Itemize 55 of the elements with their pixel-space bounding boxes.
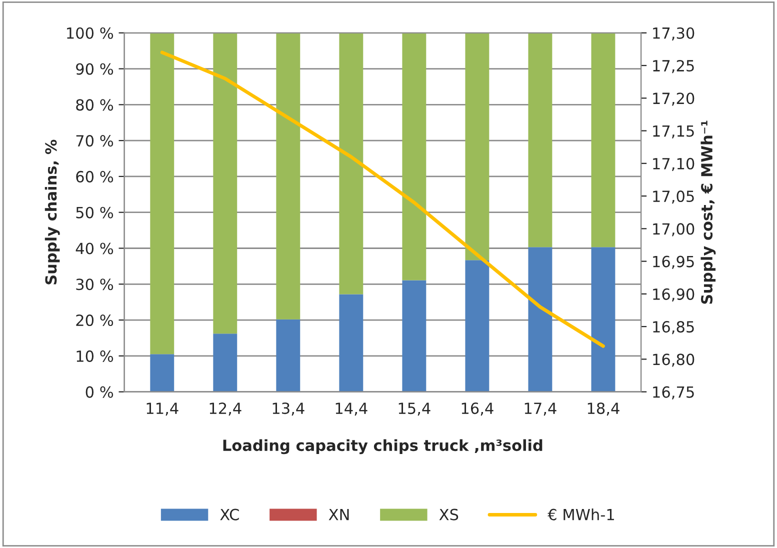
y-tick-label: 90 %	[76, 63, 114, 75]
bar	[213, 334, 238, 392]
x-tick-label: 15,4	[398, 402, 430, 416]
y-tick-label: 80 %	[76, 99, 114, 111]
bar	[276, 32, 300, 320]
y2-tick-label: 17,10	[653, 158, 694, 171]
y2-tick-label: 17,30	[653, 27, 694, 40]
bar	[528, 247, 552, 392]
x-axis-title: Loading capacity chips truck ,m³solid	[223, 439, 542, 454]
bar	[339, 32, 364, 294]
y-tick-label: 0 %	[86, 386, 114, 398]
y-tick-label: 10 %	[76, 350, 114, 362]
legend-label: XS	[439, 508, 458, 520]
y-axis-title: Supply chains, %	[44, 140, 60, 284]
bar	[528, 32, 552, 248]
x-tick-label: 16,4	[462, 402, 494, 416]
y2-tick-label: 16,95	[653, 256, 694, 269]
bar	[339, 294, 364, 392]
bar	[591, 247, 616, 392]
bar	[465, 260, 490, 392]
y2-tick-label: 16,85	[653, 321, 694, 334]
bar	[213, 32, 238, 334]
y2-tick-label: 17,05	[653, 190, 694, 204]
bar	[276, 319, 300, 392]
x-tick-label: 11,4	[146, 402, 178, 416]
x-tick-label: 12,4	[210, 402, 242, 416]
line-series	[160, 50, 605, 348]
y2-axis-title: Supply cost, € MWh⁻¹	[700, 120, 716, 304]
x-tick-label: 18,4	[588, 402, 620, 416]
x-tick-label: 14,4	[336, 402, 368, 416]
y2-tick-label: 17,00	[653, 223, 694, 236]
y-tick-label: 30 %	[76, 278, 114, 290]
y-tick-label: 20 %	[76, 314, 114, 326]
legend-label: € MWh-1	[548, 508, 614, 520]
y2-tick-label: 17,20	[653, 92, 694, 106]
bar	[402, 280, 426, 392]
bar	[150, 32, 174, 354]
y2-tick-label: 16,75	[653, 386, 694, 400]
y2-tick-label: 16,80	[653, 354, 694, 367]
x-tick-label: 13,4	[272, 402, 304, 416]
y-tick-label: 70 %	[76, 135, 114, 147]
bar	[465, 32, 490, 260]
y-tick-label: 100 %	[67, 27, 114, 39]
y-tick-label: 40 %	[76, 242, 114, 254]
x-tick-label: 17,4	[524, 402, 556, 416]
bar	[591, 32, 616, 248]
bar	[150, 354, 174, 392]
y-tick-label: 60 %	[76, 170, 114, 182]
y2-tick-label: 17,15	[653, 125, 694, 138]
y-tick-label: 50 %	[76, 206, 114, 218]
y2-tick-label: 16,90	[653, 288, 694, 302]
legend-label: XC	[220, 508, 239, 520]
legend-label: XN	[328, 508, 349, 520]
bar	[402, 32, 426, 280]
y2-tick-label: 17,25	[653, 60, 694, 74]
